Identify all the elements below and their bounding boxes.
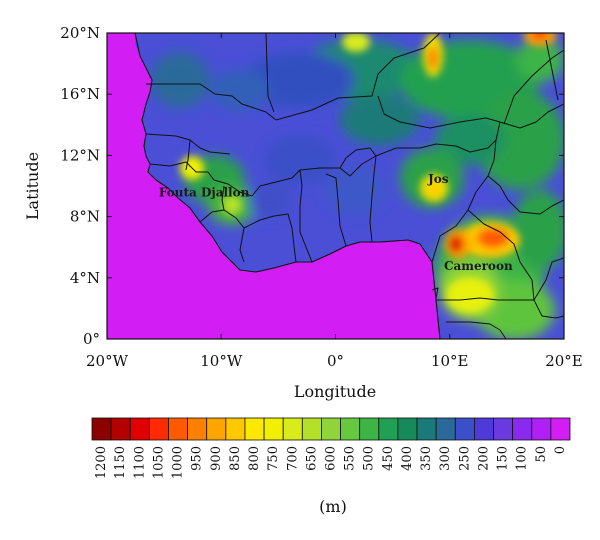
colorbar-swatch xyxy=(168,417,188,441)
colorbar-label: 300 xyxy=(438,446,453,471)
map-panel xyxy=(107,33,564,339)
colorbar-swatch xyxy=(263,417,284,441)
colorbar-label: 100 xyxy=(515,446,530,471)
colorbar-label: 450 xyxy=(381,446,396,471)
colorbar-swatch xyxy=(129,417,150,441)
colorbar-swatch xyxy=(531,417,552,441)
lon-tick-label: 0° xyxy=(327,352,344,370)
lat-tick-label: 8°N xyxy=(70,208,100,226)
colorbar-label: 600 xyxy=(324,446,339,471)
colorbar-label: 550 xyxy=(343,446,358,471)
colorbar-swatch xyxy=(225,417,246,441)
colorbar-swatch xyxy=(301,417,322,441)
colorbar-swatch xyxy=(473,417,494,441)
place-label: Fouta Djallon xyxy=(159,186,250,200)
lat-tick-label: 12°N xyxy=(60,146,100,164)
colorbar-label: 950 xyxy=(190,446,205,471)
colorbar-label: 400 xyxy=(400,446,415,471)
colorbar: 1200 1150 1100 1050 1000 950 900 850 800 750 700 65… xyxy=(91,417,571,479)
colorbar-label: 500 xyxy=(362,446,377,471)
country-borders xyxy=(145,33,564,339)
colorbar-label: 200 xyxy=(476,446,491,471)
x-axis-title: Longitude xyxy=(294,382,376,401)
lon-tick-label: 20°E xyxy=(545,352,583,370)
colorbar-swatch xyxy=(435,417,456,441)
y-axis-title: Latitude xyxy=(23,152,42,220)
gulf-of-guinea xyxy=(107,33,440,339)
colorbar-label: 1150 xyxy=(113,446,128,479)
colorbar-swatch xyxy=(187,417,208,441)
lat-tick-label: 0° xyxy=(83,330,100,348)
colorbar-label: 0 xyxy=(553,446,568,454)
colorbar-label: 250 xyxy=(457,446,472,471)
colorbar-label: 700 xyxy=(285,446,300,471)
place-labels: Fouta Djallon Jos Cameroon xyxy=(159,172,513,273)
colorbar-swatch xyxy=(110,417,131,441)
colorbar-label: 1200 xyxy=(94,446,109,479)
colorbar-swatch xyxy=(493,417,514,441)
lat-tick-label: 4°N xyxy=(70,269,100,287)
longitude-axis: 20°W 10°W 0° 10°E 20°E xyxy=(86,33,583,370)
colorbar-label: 150 xyxy=(496,446,511,471)
place-label: Jos xyxy=(427,172,449,186)
colorbar-swatch xyxy=(550,417,571,441)
colorbar-swatch xyxy=(397,417,418,441)
lon-tick-label: 10°E xyxy=(431,352,469,370)
colorbar-label: 1050 xyxy=(151,446,166,479)
colorbar-label: 650 xyxy=(304,446,319,471)
colorbar-label: 800 xyxy=(247,446,262,471)
colorbar-swatch xyxy=(148,417,169,441)
colorbar-swatch xyxy=(244,417,265,441)
colorbar-swatch xyxy=(512,417,533,441)
lon-tick-label: 10°W xyxy=(200,352,243,370)
colorbar-swatch xyxy=(416,417,437,441)
colorbar-label: 50 xyxy=(534,446,549,463)
colorbar-swatch xyxy=(91,417,112,441)
colorbar-label: 1000 xyxy=(171,446,186,479)
colorbar-swatch xyxy=(359,417,380,441)
lat-tick-label: 20°N xyxy=(60,24,100,42)
place-label: Cameroon xyxy=(444,259,513,273)
colorbar-swatch xyxy=(340,417,361,441)
colorbar-unit: (m) xyxy=(319,497,347,516)
colorbar-label: 350 xyxy=(419,446,434,471)
lat-tick-label: 16°N xyxy=(60,85,100,103)
colorbar-swatch xyxy=(378,417,399,441)
coastline xyxy=(134,33,441,339)
colorbar-swatch xyxy=(282,417,303,441)
colorbar-swatch xyxy=(321,417,341,441)
latitude-axis: 0° 4°N 8°N 12°N 16°N 20°N xyxy=(60,24,564,348)
colorbar-label: 900 xyxy=(209,446,224,471)
colorbar-swatch xyxy=(206,417,227,441)
colorbar-label: 850 xyxy=(228,446,243,471)
colorbar-label: 1100 xyxy=(132,446,147,479)
colorbar-swatch xyxy=(454,417,475,441)
colorbar-label: 750 xyxy=(266,446,281,471)
lon-tick-label: 20°W xyxy=(86,352,129,370)
